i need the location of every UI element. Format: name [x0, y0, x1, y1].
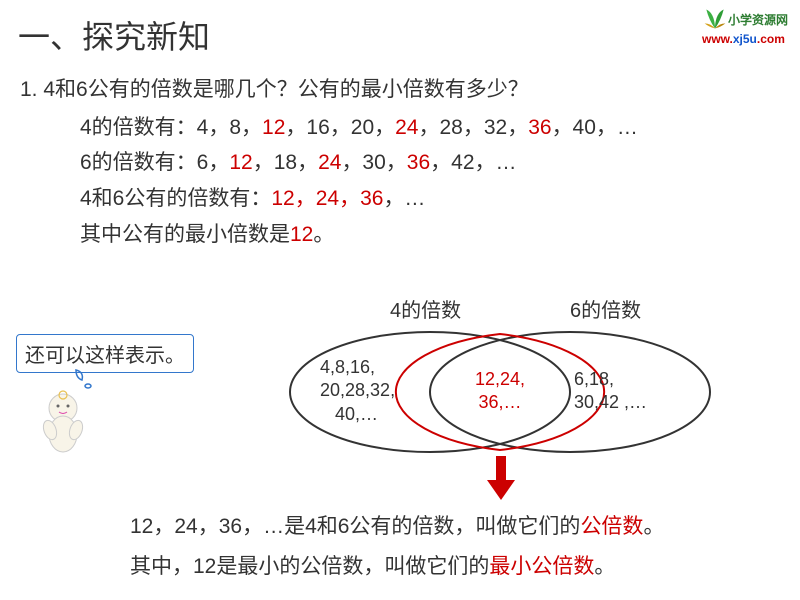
venn-right-set: 6,18, 30,42 ,… [574, 368, 647, 415]
section-title: 一、探究新知 [18, 12, 210, 58]
logo-text: 小学资源网 [728, 11, 788, 28]
logo-url: www.xj5u.com [702, 32, 788, 46]
common-multiples: 4和6公有的倍数有：12，24，36，… [80, 181, 780, 217]
leaf-icon [702, 6, 728, 32]
multiples-of-4: 4的倍数有：4，8，12，16，20，24，28，32，36，40，… [80, 110, 780, 146]
conclusion-1: 12，24，36，…是4和6公有的倍数，叫做它们的公倍数。 [130, 510, 664, 540]
mascot-icon [38, 388, 88, 458]
question-text: 1. 4和6公有的倍数是哪几个？公有的最小倍数有多少？ [20, 72, 780, 108]
site-logo: 小学资源网 www.xj5u.com [702, 6, 788, 46]
conclusion-2: 其中，12是最小的公倍数，叫做它们的最小公倍数。 [130, 550, 615, 580]
content-block: 1. 4和6公有的倍数是哪几个？公有的最小倍数有多少？ 4的倍数有：4，8，12… [20, 72, 780, 252]
venn-left-set: 4,8,16, 20,28,32, 40,… [320, 356, 395, 426]
arrow-down-icon [487, 456, 515, 500]
multiples-of-6: 6的倍数有：6，12，18，24，30，36，42，… [80, 145, 780, 181]
least-common-multiple: 其中公有的最小倍数是12。 [80, 217, 780, 253]
venn-center-set: 12,24, 36,… [470, 368, 530, 415]
hint-bubble: 还可以这样表示。 [16, 334, 194, 373]
